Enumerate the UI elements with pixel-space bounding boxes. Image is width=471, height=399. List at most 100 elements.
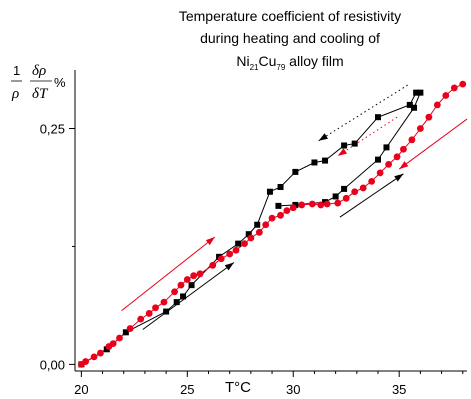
chart-title-line-2: during heating and cooling of: [200, 30, 380, 46]
data-point-black: [277, 184, 284, 191]
data-point-red: [277, 211, 284, 219]
y-tick-label: 0,00: [40, 357, 65, 372]
data-point-red: [109, 340, 117, 348]
x-tick-label: 20: [74, 382, 88, 397]
arrow-head: [394, 173, 404, 182]
data-point-black: [332, 193, 339, 200]
data-point-black: [383, 144, 390, 151]
data-point-black: [375, 156, 382, 163]
data-point-black: [341, 142, 348, 149]
data-point-red: [442, 92, 450, 99]
data-point-red: [217, 255, 225, 263]
arrow-head: [318, 133, 329, 141]
data-point-red: [376, 169, 384, 177]
data-point-black: [292, 168, 299, 175]
data-point-black: [311, 159, 318, 166]
data-point-black: [275, 202, 282, 209]
data-point-black: [411, 104, 418, 111]
data-point-red: [408, 136, 416, 144]
data-point-red: [433, 101, 441, 109]
data-point-black: [413, 89, 420, 96]
data-point-red: [190, 272, 198, 280]
data-point-black: [322, 157, 329, 164]
arrow-head: [205, 237, 215, 246]
arrow-red-solid: [398, 118, 468, 170]
data-point-black: [180, 293, 187, 300]
data-point-red: [416, 125, 424, 132]
x-tick-label: 25: [180, 382, 194, 397]
data-point-red: [241, 240, 248, 248]
chart-title-line-1: Temperature coefficient of resistivity: [179, 8, 401, 24]
data-point-red: [368, 177, 376, 185]
x-tick-label: 30: [286, 382, 300, 397]
data-point-red: [232, 246, 240, 254]
data-point-black: [235, 240, 242, 247]
y-label-den-prefix: ρ: [11, 86, 19, 102]
data-point-red: [183, 276, 191, 283]
arrow-red-solid: [121, 236, 216, 312]
data-point-black: [163, 308, 170, 315]
y-axis-label: 1 δρ ρ δT %: [11, 63, 66, 102]
data-point-red: [425, 113, 433, 121]
data-point-red: [97, 349, 104, 357]
x-tick-label: 35: [392, 382, 406, 397]
data-point-red: [351, 188, 359, 196]
data-point-black: [417, 89, 424, 96]
data-point-red: [196, 270, 204, 278]
arrow-red-dotted: [337, 116, 398, 157]
arrow-black-dotted: [318, 84, 408, 142]
arrow-black-solid: [339, 173, 404, 218]
data-point-black: [292, 201, 299, 208]
y-tick-label: 0,25: [40, 122, 65, 137]
data-point-red: [289, 204, 297, 212]
y-label-num-prefix: 1: [13, 63, 20, 78]
data-point-red: [262, 221, 270, 229]
y-label-den-frac: δT: [32, 86, 49, 102]
arrow-head: [399, 161, 409, 170]
data-point-black: [173, 299, 180, 306]
data-point-black: [188, 282, 195, 289]
data-point-red: [209, 261, 217, 269]
annotation-arrows: [121, 84, 468, 330]
data-point-red: [393, 153, 401, 161]
data-point-red: [459, 80, 467, 88]
data-point-red: [283, 207, 291, 214]
series-line-red: [81, 83, 463, 365]
y-label-num-frac: δρ: [32, 63, 46, 79]
data-point-red: [226, 250, 234, 258]
data-point-red: [298, 201, 306, 209]
arrow-head: [337, 148, 348, 156]
series-line-black: [81, 92, 422, 365]
y-label-unit: %: [54, 75, 66, 90]
title-ni: Ni: [236, 53, 249, 69]
axis-ticks: 20 25 30 35 0,00 0,25: [40, 122, 464, 397]
title-cu-subscript: 79: [276, 63, 285, 72]
data-point-red: [160, 298, 168, 306]
data-point-red: [137, 315, 145, 323]
data-point-black: [375, 114, 382, 121]
data-point-red: [342, 194, 350, 202]
data-point-red: [334, 199, 342, 207]
title-ni-subscript: 21: [250, 63, 259, 72]
arrow-head: [224, 262, 234, 271]
series-markers: [77, 80, 467, 368]
data-point-red: [359, 184, 367, 192]
data-point-red: [90, 353, 98, 361]
x-axis-title: T°C: [225, 379, 251, 396]
chart-title-line-3: Ni21Cu79 alloy film: [236, 53, 343, 72]
data-point-red: [82, 358, 89, 365]
data-point-red: [323, 200, 331, 208]
data-point-black: [351, 140, 358, 147]
data-point-black: [406, 101, 413, 108]
data-point-red: [126, 325, 134, 332]
arrow-black-solid: [142, 262, 235, 330]
data-point-black: [341, 185, 348, 192]
data-point-black: [122, 329, 129, 336]
data-point-red: [171, 288, 178, 296]
data-point-red: [317, 201, 325, 209]
data-point-black: [254, 221, 261, 228]
data-point-red: [177, 281, 185, 289]
title-suffix: alloy film: [285, 53, 343, 69]
data-point-red: [247, 234, 255, 242]
